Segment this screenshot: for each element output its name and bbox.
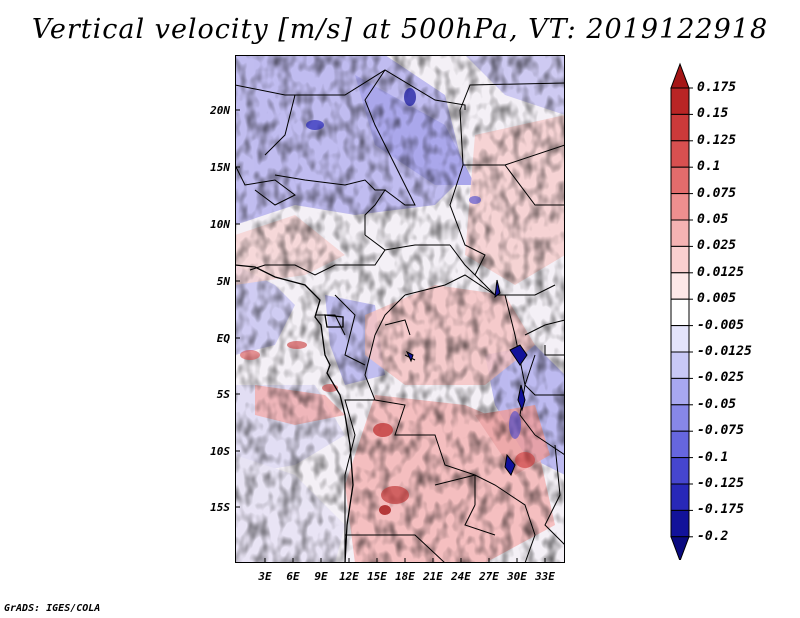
lat-label-20n: 20N: [210, 104, 230, 117]
colorbar-segment: [670, 62, 690, 89]
lat-label-10s: 10S: [210, 445, 230, 458]
colorbar-segment: [670, 298, 690, 327]
lon-label-30e: 30E: [507, 570, 527, 583]
colorbar-segment: [670, 140, 690, 168]
country-boundaries: [235, 69, 565, 563]
colorbar-segment: [670, 430, 690, 459]
colorbar-label: 0.125: [697, 132, 737, 148]
colorbar-label: -0.125: [697, 476, 744, 491]
lon-label-24e: 24E: [451, 570, 471, 583]
colorbar-label: -0.1: [697, 449, 729, 465]
colorbar-segment: [670, 325, 690, 353]
colorbar-label: -0.175: [697, 502, 744, 518]
colorbar-label: -0.075: [697, 423, 744, 439]
lon-label-12e: 12E: [339, 570, 359, 583]
map-frame: [235, 55, 565, 563]
colorbar: [670, 62, 693, 560]
lat-label-15n: 15N: [210, 161, 230, 174]
colorbar-label: 0.005: [697, 291, 737, 307]
colorbar-label: -0.025: [697, 370, 744, 386]
lon-label-6e: 6E: [286, 570, 300, 583]
lon-label-18e: 18E: [395, 570, 415, 583]
colorbar-segment: [670, 509, 690, 538]
colorbar-segment: [670, 351, 690, 379]
colorbar-segment: [670, 219, 690, 247]
colorbar-label: 0.025: [697, 238, 737, 254]
lat-label-5s: 5S: [216, 388, 230, 401]
field-texture: [235, 55, 565, 563]
chart-title: Vertical velocity [m/s] at 500hPa, VT: 2…: [31, 14, 769, 45]
lon-label-33e: 33E: [535, 570, 555, 583]
colorbar-label: 0.0125: [697, 264, 744, 280]
colorbar-segment: [670, 113, 690, 142]
colorbar-segment: [670, 193, 690, 221]
colorbar-label: -0.2: [697, 528, 729, 544]
intense-subsidence-cells: [306, 88, 521, 439]
lon-label-27e: 27E: [479, 570, 499, 583]
colorbar-label: -0.05: [697, 396, 737, 412]
lon-label-9e: 9E: [314, 570, 328, 583]
lat-label-15s: 15S: [210, 501, 230, 514]
colorbar-segment: [670, 536, 690, 560]
colorbar-segment: [670, 483, 690, 511]
colorbar-label: 0.1: [697, 159, 721, 175]
coastline: [235, 264, 354, 563]
colorbar-segment: [670, 166, 690, 195]
map-panel[interactable]: [235, 55, 565, 563]
colorbar-label: 0.075: [697, 185, 737, 201]
colorbar-label: 0.175: [697, 80, 737, 95]
colorbar-segment: [670, 87, 690, 115]
colorbar-segment: [670, 272, 690, 300]
lon-label-21e: 21E: [423, 570, 443, 583]
colorbar-label: 0.05: [697, 212, 729, 227]
lakes: [405, 279, 528, 477]
colorbar-label: 0.15: [697, 106, 729, 122]
lon-label-15e: 15E: [367, 570, 387, 583]
grads-credit: GrADS: IGES/COLA: [4, 603, 101, 614]
colorbar-label: -0.0125: [697, 344, 752, 359]
velocity-field-map: [235, 55, 565, 563]
colorbar-segment: [670, 457, 690, 485]
colorbar-label: -0.005: [697, 317, 744, 333]
lat-label-10n: 10N: [210, 218, 230, 231]
colorbar-segment: [670, 245, 690, 274]
colorbar-segment: [670, 404, 690, 432]
lon-label-3e: 3E: [258, 570, 272, 583]
intense-ascent-cells: [240, 341, 535, 515]
lat-label-5n: 5N: [216, 275, 230, 288]
lat-label-eq: EQ: [216, 332, 230, 345]
colorbar-segment: [670, 377, 690, 406]
